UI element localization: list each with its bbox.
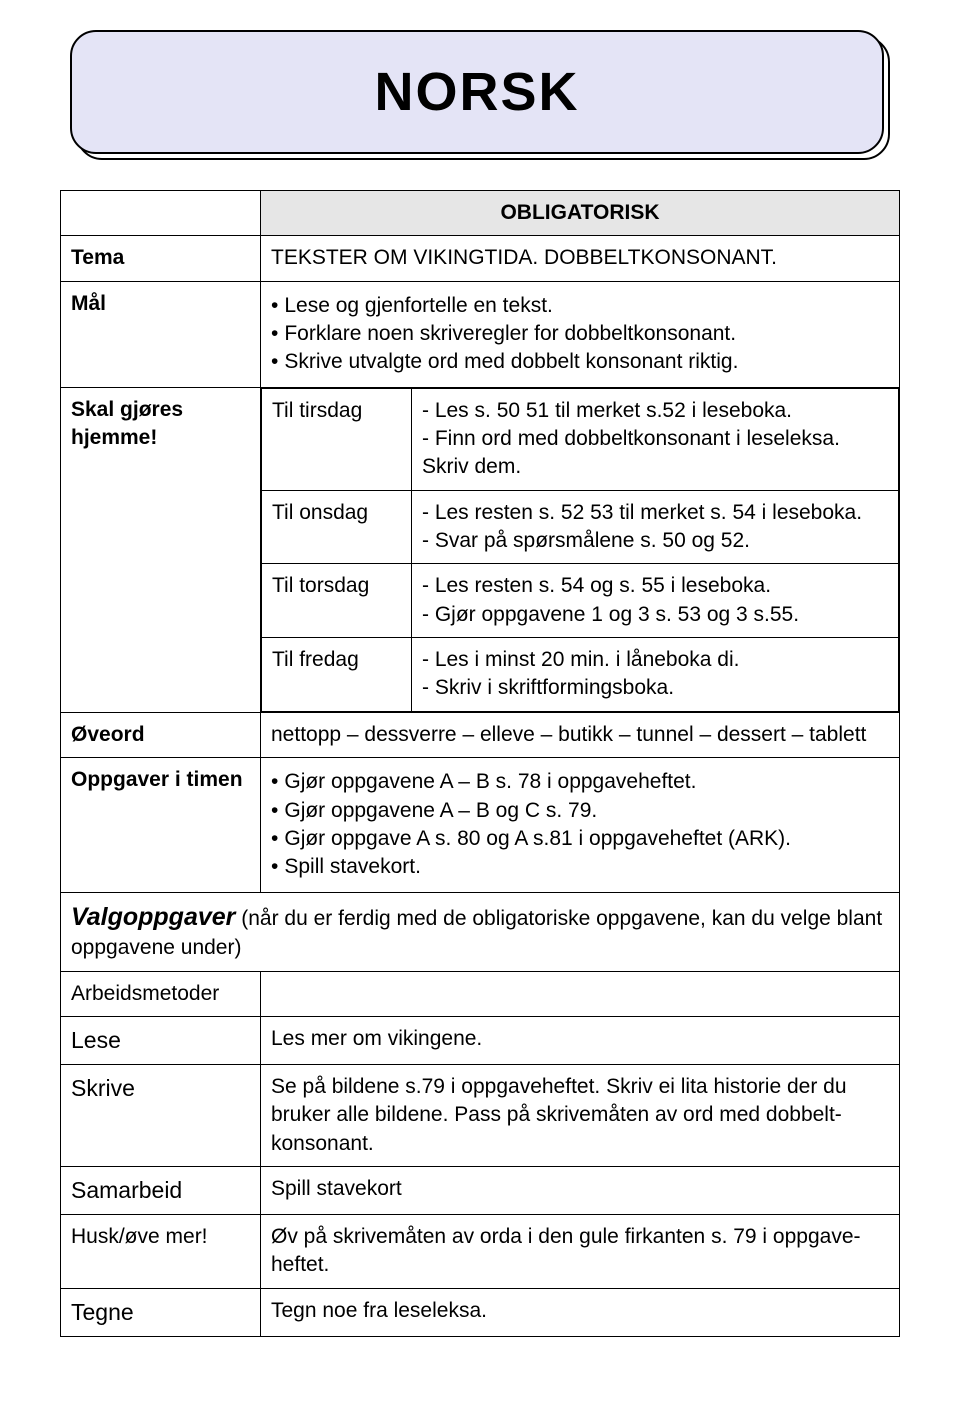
hw-line: - Les resten s. 52 53 til merket s. 54 i… [422, 499, 888, 527]
mal-list: Lese og gjenfortelle en tekst. Forklare … [271, 292, 889, 377]
hw-text: - Les resten s. 54 og s. 55 i leseboka. … [412, 564, 899, 638]
hw-text: - Les s. 50 51 til merket s.52 i lesebok… [412, 388, 899, 490]
label-oveord: Øveord [61, 712, 261, 757]
samarbeid-text: Spill stavekort [261, 1167, 900, 1215]
hw-line: - Skriv i skriftformingsboka. [422, 674, 888, 702]
hw-line: - Les i minst 20 min. i låneboka di. [422, 646, 888, 674]
husk-text: Øv på skrivemåten av orda i den gule fir… [261, 1215, 900, 1289]
hw-row-onsdag: Til onsdag - Les resten s. 52 53 til mer… [262, 490, 899, 564]
hw-line: - Les s. 50 51 til merket s.52 i lesebok… [422, 397, 888, 425]
mal-item: Forklare noen skriveregler for dobbeltko… [271, 320, 889, 348]
row-valgoppgaver: Valgoppgaver (når du er ferdig med de ob… [61, 892, 900, 971]
mal-cell: Lese og gjenfortelle en tekst. Forklare … [261, 281, 900, 387]
hw-day: Til onsdag [262, 490, 412, 564]
row-opp-i-timen: Oppgaver i timen Gjør oppgavene A – B s.… [61, 758, 900, 892]
opp-item: Gjør oppgavene A – B og C s. 79. [271, 797, 889, 825]
homework-cell: Til tirsdag - Les s. 50 51 til merket s.… [261, 387, 900, 712]
hw-line: - Svar på spørsmålene s. 50 og 52. [422, 527, 888, 555]
row-obligatorisk: OBLIGATORISK [61, 191, 900, 236]
label-tegne: Tegne [61, 1288, 261, 1336]
label-samarbeid: Samarbeid [61, 1167, 261, 1215]
label-opp-i-timen: Oppgaver i timen [61, 758, 261, 892]
cell-empty [61, 191, 261, 236]
label-arbeidsmetoder: Arbeidsmetoder [61, 971, 261, 1016]
main-table: OBLIGATORISK Tema TEKSTER OM VIKINGTIDA.… [60, 190, 900, 1337]
label-skal: Skal gjøres hjemme! [61, 387, 261, 712]
hw-day: Til fredag [262, 638, 412, 712]
hw-row-torsdag: Til torsdag - Les resten s. 54 og s. 55 … [262, 564, 899, 638]
opp-item: Gjør oppgave A s. 80 og A s.81 i oppgave… [271, 825, 889, 853]
worksheet-page: NORSK OBLIGATORISK Tema TEKSTER OM VIKIN… [0, 0, 960, 1425]
hw-line: Skriv dem. [422, 453, 888, 481]
title-box: NORSK [70, 30, 884, 154]
opp-i-timen-cell: Gjør oppgavene A – B s. 78 i oppgaveheft… [261, 758, 900, 892]
hw-row-tirsdag: Til tirsdag - Les s. 50 51 til merket s.… [262, 388, 899, 490]
opp-item: Spill stavekort. [271, 853, 889, 881]
row-lese: Lese Les mer om vikingene. [61, 1016, 900, 1064]
row-tegne: Tegne Tegn noe fra leseleksa. [61, 1288, 900, 1336]
tegne-text: Tegn noe fra leseleksa. [261, 1288, 900, 1336]
obligatorisk-header: OBLIGATORISK [261, 191, 900, 236]
hw-line: - Gjør oppgavene 1 og 3 s. 53 og 3 s.55. [422, 601, 888, 629]
label-valg: Valgoppgaver [71, 903, 235, 931]
hw-day: Til torsdag [262, 564, 412, 638]
hw-day: Til tirsdag [262, 388, 412, 490]
valg-cell: Valgoppgaver (når du er ferdig med de ob… [61, 892, 900, 971]
hw-row-fredag: Til fredag - Les i minst 20 min. i låneb… [262, 638, 899, 712]
row-tema: Tema TEKSTER OM VIKINGTIDA. DOBBELTKONSO… [61, 236, 900, 281]
mal-item: Skrive utvalgte ord med dobbelt konsonan… [271, 348, 889, 376]
opp-item: Gjør oppgavene A – B s. 78 i oppgaveheft… [271, 768, 889, 796]
label-husk: Husk/øve mer! [61, 1215, 261, 1289]
row-oveord: Øveord nettopp – dessverre – elleve – bu… [61, 712, 900, 757]
skrive-text: Se på bildene s.79 i oppgaveheftet. Skri… [261, 1065, 900, 1167]
hw-text: - Les i minst 20 min. i låneboka di. - S… [412, 638, 899, 712]
row-husk: Husk/øve mer! Øv på skrivemåten av orda … [61, 1215, 900, 1289]
tema-text: TEKSTER OM VIKINGTIDA. DOBBELTKONSONANT. [261, 236, 900, 281]
row-samarbeid: Samarbeid Spill stavekort [61, 1167, 900, 1215]
row-mal: Mål Lese og gjenfortelle en tekst. Forkl… [61, 281, 900, 387]
hw-line: - Finn ord med dobbeltkonsonant i lesele… [422, 425, 888, 453]
oveord-text: nettopp – dessverre – elleve – butikk – … [261, 712, 900, 757]
label-lese: Lese [61, 1016, 261, 1064]
page-title: NORSK [374, 61, 579, 123]
homework-table: Til tirsdag - Les s. 50 51 til merket s.… [261, 388, 899, 712]
label-skrive: Skrive [61, 1065, 261, 1167]
mal-item: Lese og gjenfortelle en tekst. [271, 292, 889, 320]
title-banner: NORSK [70, 30, 890, 160]
hw-line: - Les resten s. 54 og s. 55 i leseboka. [422, 572, 888, 600]
label-tema: Tema [61, 236, 261, 281]
row-skrive: Skrive Se på bildene s.79 i oppgavehefte… [61, 1065, 900, 1167]
arbeids-cell [261, 971, 900, 1016]
opp-list: Gjør oppgavene A – B s. 78 i oppgaveheft… [271, 768, 889, 881]
row-skal-gjores: Skal gjøres hjemme! Til tirsdag - Les s.… [61, 387, 900, 712]
hw-text: - Les resten s. 52 53 til merket s. 54 i… [412, 490, 899, 564]
row-arbeidsmetoder: Arbeidsmetoder [61, 971, 900, 1016]
label-mal: Mål [61, 281, 261, 387]
lese-text: Les mer om vikingene. [261, 1016, 900, 1064]
